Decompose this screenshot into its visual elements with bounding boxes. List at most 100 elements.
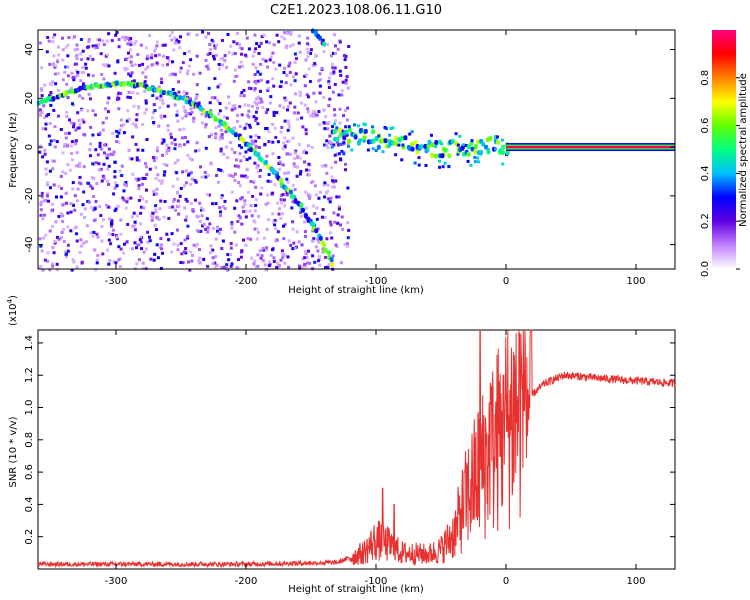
- spectrogram-noise-cell: [75, 199, 79, 203]
- spectrogram-noise-cell: [60, 212, 63, 216]
- spectrogram-noise-cell: [162, 215, 166, 219]
- spectrogram-noise-cell: [246, 113, 250, 117]
- spectrogram-noise-cell: [334, 179, 338, 183]
- spectrogram-noise-cell: [131, 172, 135, 176]
- spectrogram-noise-cell: [223, 199, 227, 203]
- spectrogram-noise-cell: [303, 149, 307, 153]
- snr-x-label: Height of straight line (km): [288, 584, 424, 595]
- spectrogram-noise-cell: [40, 249, 44, 253]
- spectrogram-feature-cell: [366, 148, 370, 152]
- spectrogram-noise-cell: [137, 106, 141, 110]
- spectrogram-noise-cell: [236, 220, 240, 223]
- spectrogram-noise-cell: [225, 263, 229, 267]
- spectrogram-noise-cell: [38, 113, 42, 117]
- spectrogram-noise-cell: [236, 32, 239, 35]
- spectrogram-noise-cell: [279, 194, 283, 198]
- spectrogram-noise-cell: [40, 195, 44, 199]
- spectrogram-noise-cell: [118, 265, 122, 268]
- spectrogram-noise-cell: [108, 259, 112, 263]
- spectrogram-noise-cell: [208, 52, 212, 55]
- spectrogram-feature-cell: [359, 138, 362, 142]
- spectrogram-noise-cell: [117, 38, 121, 41]
- spectrogram-noise-cell: [162, 173, 166, 177]
- spectrogram-noise-cell: [292, 241, 296, 245]
- spectrogram-noise-cell: [117, 140, 121, 144]
- spectrogram-noise-cell: [88, 97, 92, 101]
- spectrogram-noise-cell: [329, 72, 333, 76]
- spectrogram-noise-cell: [303, 84, 307, 88]
- spectrogram-noise-cell: [103, 143, 106, 147]
- spectrogram-noise-cell: [176, 119, 180, 123]
- spectrogram-noise-cell: [139, 211, 143, 215]
- spectrogram-noise-cell: [153, 252, 157, 256]
- spectrogram-noise-cell: [269, 55, 273, 59]
- spectrogram-noise-cell: [324, 191, 328, 195]
- spectrogram-noise-cell: [216, 85, 220, 89]
- spectrogram-noise-cell: [307, 173, 311, 177]
- spectrogram-noise-cell: [298, 156, 302, 160]
- spectrogram-noise-cell: [122, 198, 126, 202]
- spectrogram-noise-cell: [124, 57, 128, 61]
- spectrogram-noise-cell: [334, 160, 338, 164]
- spectrogram-noise-cell: [220, 266, 224, 269]
- spectrogram-noise-cell: [257, 52, 261, 55]
- spectrogram-noise-cell: [199, 206, 203, 210]
- spectrogram-noise-cell: [321, 247, 325, 251]
- spectrogram-feature-cell: [424, 164, 428, 167]
- spectrogram-noise-cell: [170, 141, 174, 145]
- snr-y-tick-label: 0.4: [24, 496, 35, 512]
- spectrogram-noise-cell: [218, 227, 222, 231]
- spectrogram-noise-cell: [218, 137, 222, 141]
- spectrogram-y-tick-label: -20: [24, 188, 35, 204]
- spectrogram-noise-cell: [62, 227, 65, 231]
- spectrogram-noise-cell: [238, 124, 242, 128]
- spectrogram-noise-cell: [178, 144, 182, 148]
- spectrogram-noise-cell: [137, 177, 141, 181]
- spectrogram-noise-cell: [312, 237, 316, 241]
- spectrogram-noise-cell: [115, 237, 119, 241]
- spectrogram-noise-cell: [209, 250, 213, 254]
- spectrogram-noise-cell: [116, 60, 120, 64]
- spectrogram-noise-cell: [335, 152, 339, 156]
- spectrogram-feature-cell: [403, 135, 408, 141]
- spectrogram-noise-cell: [65, 252, 68, 256]
- spectrogram-noise-cell: [131, 91, 135, 95]
- spectrogram-noise-cell: [248, 156, 252, 160]
- spectrogram-noise-cell: [239, 159, 243, 163]
- spectrogram-noise-cell: [92, 230, 96, 234]
- spectrogram-noise-cell: [79, 79, 83, 83]
- spectrogram-noise-cell: [161, 98, 164, 102]
- spectrogram-noise-cell: [96, 235, 100, 239]
- spectrogram-noise-cell: [82, 190, 86, 194]
- spectrogram-noise-cell: [125, 119, 129, 123]
- spectrogram-noise-cell: [313, 212, 317, 215]
- spectrogram-noise-cell: [78, 251, 82, 254]
- spectrogram-noise-cell: [247, 80, 251, 84]
- spectrogram-noise-cell: [304, 252, 308, 256]
- spectrogram-noise-cell: [173, 147, 177, 151]
- spectrogram-noise-cell: [101, 174, 105, 178]
- spectrogram-noise-cell: [282, 141, 286, 145]
- spectrogram-feature-cell: [344, 125, 348, 129]
- spectrogram-noise-cell: [47, 134, 51, 138]
- spectrogram-noise-cell: [319, 78, 323, 82]
- spectrogram-noise-cell: [299, 211, 302, 214]
- spectrogram-noise-cell: [277, 212, 281, 216]
- spectrogram-noise-cell: [96, 253, 100, 257]
- spectrogram-noise-cell: [281, 256, 285, 260]
- spectrogram-noise-cell: [48, 94, 51, 98]
- spectrogram-noise-cell: [132, 104, 136, 108]
- spectrogram-noise-cell: [48, 142, 52, 146]
- spectrogram-noise-cell: [42, 236, 46, 240]
- spectrogram-noise-cell: [266, 65, 269, 69]
- spectrogram-feature-cell: [401, 143, 405, 147]
- spectrogram-noise-cell: [105, 153, 108, 157]
- spectrogram-noise-cell: [91, 133, 95, 137]
- spectrogram-noise-cell: [119, 232, 123, 236]
- spectrogram-noise-cell: [165, 232, 169, 236]
- spectrogram-noise-cell: [150, 116, 154, 120]
- spectrogram-noise-cell: [146, 65, 150, 69]
- spectrogram-noise-cell: [135, 262, 139, 266]
- spectrogram-noise-cell: [314, 53, 318, 57]
- spectrogram-noise-cell: [282, 106, 285, 110]
